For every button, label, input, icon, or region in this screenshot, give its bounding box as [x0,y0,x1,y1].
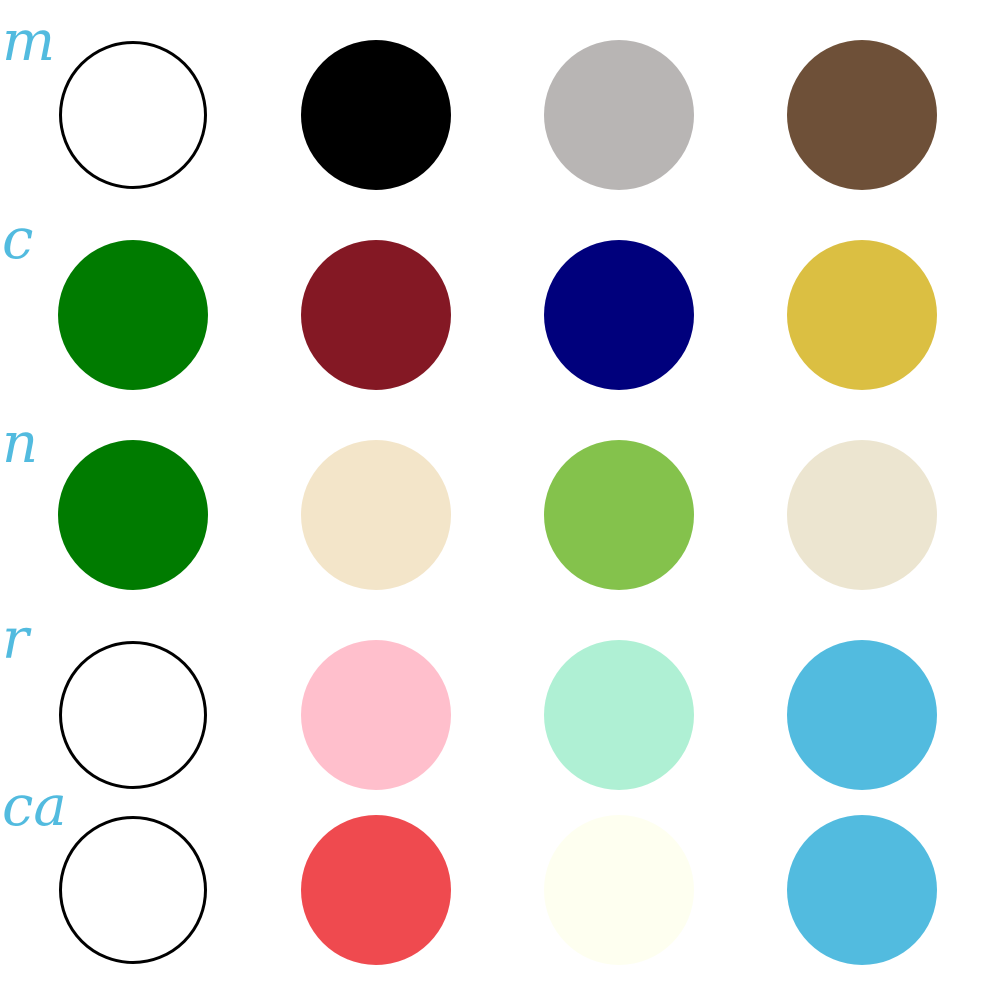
palette-row: n [0,416,1000,590]
color-swatch[interactable] [301,240,451,390]
palette-row: r [0,612,1000,790]
color-swatch[interactable] [544,815,694,965]
color-swatch[interactable] [787,240,937,390]
palette-row: c [0,212,1000,390]
color-swatch[interactable] [787,440,937,590]
color-swatch[interactable] [59,641,207,789]
color-swatch[interactable] [787,815,937,965]
row-label: c [2,207,34,272]
row-label: n [2,411,39,476]
color-swatch[interactable] [544,440,694,590]
color-swatch[interactable] [58,240,208,390]
color-swatch[interactable] [301,440,451,590]
color-swatch[interactable] [58,440,208,590]
palette-row: ca [0,779,1000,965]
row-label: m [2,9,56,74]
color-swatch[interactable] [544,40,694,190]
palette-row: m [0,14,1000,190]
color-swatch[interactable] [544,240,694,390]
color-swatch[interactable] [787,40,937,190]
row-label: ca [2,774,67,839]
row-label: r [2,607,29,672]
color-swatch[interactable] [787,640,937,790]
color-swatch[interactable] [59,41,207,189]
color-swatch[interactable] [544,640,694,790]
color-swatch[interactable] [301,815,451,965]
color-swatch[interactable] [301,40,451,190]
color-swatch[interactable] [301,640,451,790]
color-swatch[interactable] [59,816,207,964]
